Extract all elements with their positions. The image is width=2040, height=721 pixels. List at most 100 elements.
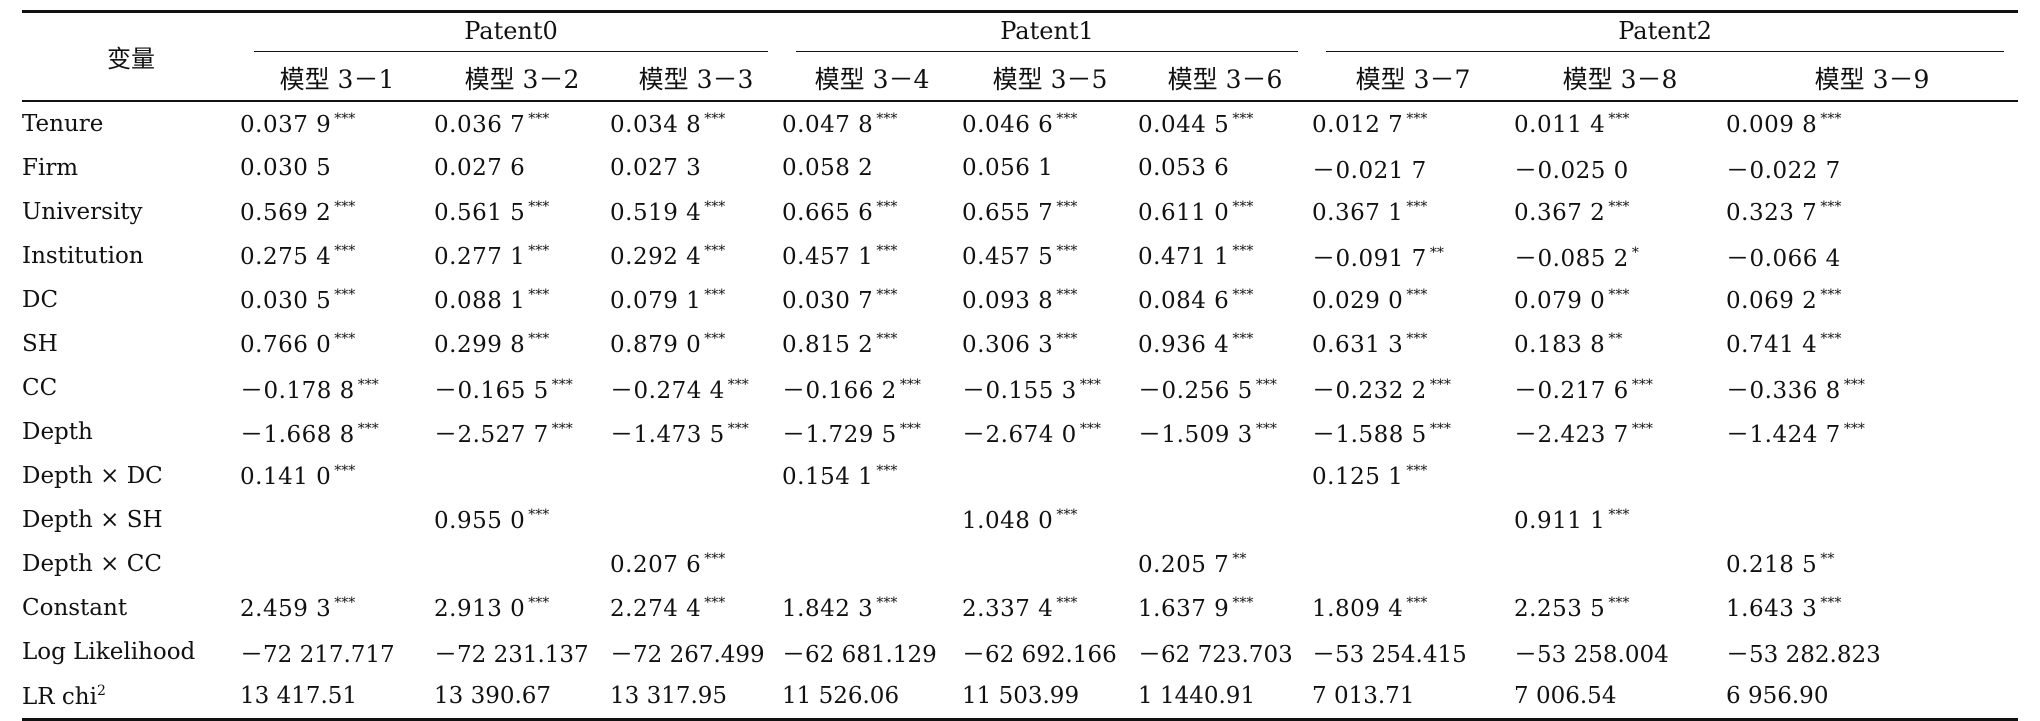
- coefficient-cell: [1726, 498, 2018, 542]
- significance-stars: ***: [334, 462, 356, 479]
- significance-stars: ***: [876, 198, 898, 215]
- coefficient-cell: －1.668 8 ***: [240, 410, 434, 454]
- table-header: 变量 Patent0 Patent1 Patent2 模型 3－1 模型 3－2…: [22, 10, 2019, 101]
- significance-stars: ***: [357, 377, 379, 393]
- group-header-patent0: Patent0: [240, 10, 783, 56]
- table-row: Institution 0.275 4 *** 0.277 1 *** 0.292 4 **…: [22, 234, 2018, 278]
- stat-value: 1 1440.91: [1138, 674, 1313, 721]
- coefficient-cell: 0.093 8 ***: [962, 278, 1138, 322]
- model-header-3-6: 模型 3－6: [1167, 65, 1283, 94]
- coefficient-cell: 0.030 5: [240, 146, 434, 190]
- coefficient-value: －0.025 0: [1514, 158, 1629, 184]
- significance-stars: **: [1820, 550, 1835, 567]
- coefficient-cell: －1.588 5 ***: [1312, 410, 1514, 454]
- coefficient-value: 0.034 8: [610, 111, 702, 138]
- significance-stars: ***: [727, 377, 749, 393]
- coefficient-cell: 1.842 3 ***: [782, 586, 962, 630]
- significance-stars: ***: [334, 198, 356, 215]
- coefficient-value: 0.457 5: [962, 243, 1054, 270]
- significance-stars: ***: [1608, 594, 1630, 611]
- coefficient-value: 0.053 6: [1138, 155, 1230, 181]
- coefficient-value: 0.457 1: [782, 243, 874, 270]
- coefficient-cell: 0.306 3 ***: [962, 322, 1138, 366]
- table-row: Depth × CC 0.207 6 *** 0.205 7 ** 0.218 5 **: [22, 542, 2018, 586]
- table-row: Firm 0.030 5 0.027 6 0.027 3 0.058 2 0.056 1 0…: [22, 146, 2018, 190]
- stat-value: 13 317.95: [610, 674, 783, 721]
- coefficient-value: 0.154 1: [782, 463, 874, 490]
- coefficient-cell: [782, 498, 962, 542]
- row-variable-name: University: [22, 199, 143, 225]
- table-row: Depth －1.668 8 *** －2.527 7 *** －1.473 5 *** －1…: [22, 410, 2018, 454]
- coefficient-cell: 0.611 0 ***: [1138, 190, 1312, 234]
- coefficient-cell: －0.085 2 *: [1514, 234, 1726, 278]
- model-header-3-5: 模型 3－5: [992, 65, 1108, 94]
- stat-name-text: LR chi: [22, 683, 97, 710]
- significance-stars: ***: [704, 198, 726, 215]
- coefficient-cell: [434, 454, 610, 498]
- coefficient-cell: [962, 454, 1138, 498]
- coefficient-value: 0.569 2: [240, 199, 332, 226]
- coefficient-cell: －1.729 5 ***: [782, 410, 962, 454]
- significance-stars: ***: [528, 594, 550, 611]
- table-row-stat: LR chi2 13 417.51 13 390.67 13 317.95 11 526…: [22, 674, 2019, 721]
- coefficient-cell: 0.367 2 ***: [1514, 190, 1726, 234]
- significance-stars: ***: [1056, 110, 1078, 127]
- coefficient-cell: 0.471 1 ***: [1138, 234, 1312, 278]
- stat-value: －53 258.004: [1514, 642, 1669, 668]
- coefficient-value: 0.079 0: [1514, 287, 1606, 314]
- coefficient-value: 0.125 1: [1312, 463, 1404, 490]
- coefficient-value: －1.473 5: [610, 422, 725, 448]
- coefficient-cell: －0.066 4: [1726, 234, 2018, 278]
- coefficient-value: －1.424 7: [1726, 422, 1841, 448]
- coefficient-cell: －0.232 2 ***: [1312, 366, 1514, 410]
- significance-stars: ***: [1056, 198, 1078, 215]
- coefficient-cell: 2.913 0 ***: [434, 586, 610, 630]
- coefficient-cell: [610, 454, 782, 498]
- significance-stars: ***: [1631, 421, 1653, 437]
- significance-stars: ***: [1056, 594, 1078, 611]
- significance-stars: ***: [704, 110, 726, 127]
- coefficient-value: －0.166 2: [782, 378, 897, 404]
- coefficient-value: －2.674 0: [962, 422, 1077, 448]
- significance-stars: ***: [727, 421, 749, 437]
- coefficient-value: －0.232 2: [1312, 378, 1427, 404]
- coefficient-value: －0.091 7: [1312, 246, 1427, 272]
- row-variable-name: DC: [22, 287, 59, 313]
- stat-value: 13 417.51: [240, 674, 434, 721]
- significance-stars: ***: [1843, 421, 1865, 437]
- coefficient-value: 0.183 8: [1514, 331, 1606, 358]
- significance-stars: ***: [1820, 330, 1842, 347]
- coefficient-cell: 1.048 0 ***: [962, 498, 1138, 542]
- coefficient-value: 0.741 4: [1726, 331, 1818, 358]
- coefficient-cell: －0.022 7: [1726, 146, 2018, 190]
- significance-stars: ***: [334, 242, 356, 259]
- coefficient-value: 0.029 0: [1312, 287, 1404, 314]
- coefficient-value: －0.217 6: [1514, 378, 1629, 404]
- coefficient-value: －0.021 7: [1312, 158, 1427, 184]
- coefficient-value: 0.030 5: [240, 287, 332, 314]
- coefficient-cell: [962, 542, 1138, 586]
- coefficient-cell: 0.457 5 ***: [962, 234, 1138, 278]
- coefficient-value: －2.527 7: [434, 422, 549, 448]
- significance-stars: ***: [899, 377, 921, 393]
- stat-value: －62 723.703: [1138, 642, 1293, 668]
- coefficient-cell: 0.218 5 **: [1726, 542, 2018, 586]
- coefficient-value: 0.275 4: [240, 243, 332, 270]
- significance-stars: ***: [528, 506, 550, 523]
- stat-value: －62 681.129: [782, 642, 937, 668]
- coefficient-cell: 0.911 1 ***: [1514, 498, 1726, 542]
- stat-value: 11 503.99: [962, 674, 1139, 721]
- significance-stars: ***: [876, 286, 898, 303]
- coefficient-value: －0.256 5: [1138, 378, 1253, 404]
- coefficient-value: 1.809 4: [1312, 595, 1404, 622]
- significance-stars: ***: [1608, 506, 1630, 523]
- coefficient-cell: [1138, 498, 1312, 542]
- significance-stars: ***: [357, 421, 379, 437]
- model-header-3-1: 模型 3－1: [279, 65, 395, 94]
- coefficient-value: 0.009 8: [1726, 111, 1818, 138]
- coefficient-value: 0.069 2: [1726, 287, 1818, 314]
- significance-stars: ***: [876, 462, 898, 479]
- significance-stars: ***: [876, 242, 898, 259]
- coefficient-cell: 0.053 6: [1138, 146, 1312, 190]
- significance-stars: ***: [1406, 110, 1428, 127]
